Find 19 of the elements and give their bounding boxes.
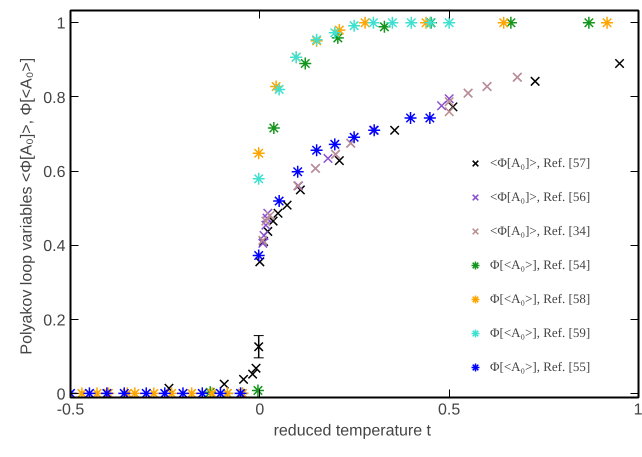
x-tick-label: 0.5 [438,402,460,418]
x-tick-label: 0 [255,402,264,418]
legend-label: Φ[<A₀>], Ref. [58] [490,291,590,307]
legend-label: <Φ[A₀]>, Ref. [34] [490,223,590,239]
x-tick-label: -0.5 [56,402,84,418]
y-tick-label: 1 [56,16,66,33]
y-axis-title: Polyakov loop variables <Φ[A₀]>, Φ[<A₀>] [18,58,36,355]
y-tick-label: 0.4 [43,238,66,256]
x-axis-title: reduced temperature t [274,422,432,440]
legend-label: Φ[<A₀>], Ref. [54] [490,257,590,273]
y-tick-label: 0 [56,386,66,404]
legend-label: Φ[<A₀>], Ref. [59] [490,325,590,341]
y-tick-label: 0.8 [43,90,66,107]
x-tick-label: 1 [634,402,642,418]
legend-label: Φ[<A₀>], Ref. [55] [490,359,590,375]
y-tick-label: 0.2 [43,312,66,330]
legend-label: <Φ[A₀]>, Ref. [57] [490,155,590,171]
legend-label: <Φ[A₀]>, Ref. [56] [490,189,590,205]
y-tick-label: 0.6 [43,164,66,182]
